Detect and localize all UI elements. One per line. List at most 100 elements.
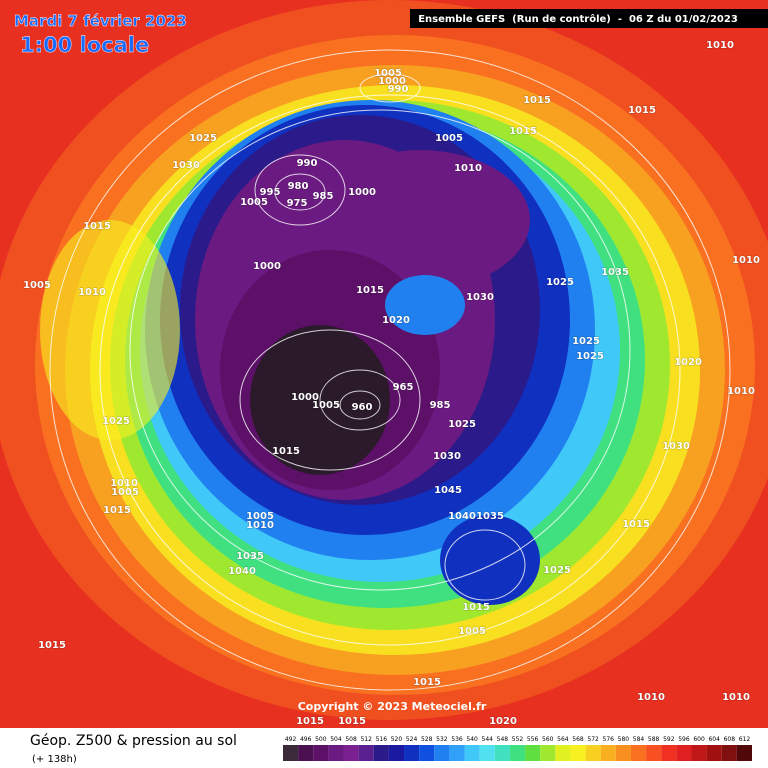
isobar-label: 1005 <box>312 400 340 411</box>
isobar-label: 995 <box>260 187 281 198</box>
isobar-label: 1030 <box>433 451 461 462</box>
isobar-label: 1000 <box>253 261 281 272</box>
isobar-label: 990 <box>388 84 409 95</box>
lead-time: (+ 138h) <box>32 754 77 765</box>
legend-swatch <box>404 745 420 761</box>
isobar-label: 1010 <box>727 386 755 397</box>
isobar-label: 1030 <box>662 441 690 452</box>
legend-level: 568 <box>572 736 584 743</box>
legend-swatch <box>479 745 495 761</box>
isobar-label: 1005 <box>458 626 486 637</box>
isobar-label: 1025 <box>102 416 130 427</box>
legend-swatch <box>388 745 405 761</box>
isobar-label: 1045 <box>434 485 462 496</box>
isobar-label: 975 <box>287 198 308 209</box>
isobar-label: 1005 <box>111 487 139 498</box>
legend-level: 596 <box>678 736 690 743</box>
legend-level: 496 <box>300 736 312 743</box>
run-banner <box>410 9 768 28</box>
forecast-date: Mardi 7 février 2023 <box>14 12 187 30</box>
isobar-label: 1015 <box>628 105 656 116</box>
legend-level: 604 <box>708 736 720 743</box>
legend-swatch <box>736 745 752 761</box>
copyright: Copyright © 2023 Meteociel.fr <box>298 700 487 713</box>
legend-level: 528 <box>421 736 433 743</box>
isobar-label: 1015 <box>38 640 66 651</box>
isobar-label: 1010 <box>637 692 665 703</box>
isobar-label: 1005 <box>246 511 274 522</box>
isobar-label: 980 <box>288 181 309 192</box>
legend-swatch <box>298 745 314 761</box>
legend-swatch <box>373 745 389 761</box>
legend-swatch <box>358 745 374 761</box>
isobar-label: 1020 <box>489 716 517 727</box>
isobar-label: 1025 <box>189 133 217 144</box>
isobar-label: 1010 <box>732 255 760 266</box>
legend-level: 540 <box>466 736 478 743</box>
isobar-label: 1015 <box>296 716 324 727</box>
legend-swatch <box>419 745 435 761</box>
isobar-label: 1015 <box>622 519 650 530</box>
legend-level: 512 <box>360 736 372 743</box>
legend-level: 552 <box>512 736 524 743</box>
isobar-label: 1005 <box>23 280 51 291</box>
isobar-label: 1040 <box>448 511 476 522</box>
isobar-label: 1015 <box>83 221 111 232</box>
legend-level: 564 <box>557 736 569 743</box>
isobar-label: 1015 <box>509 126 537 137</box>
isobar-label: 1000 <box>291 392 319 403</box>
isobar-label: 1015 <box>103 505 131 516</box>
legend-level: 544 <box>482 736 494 743</box>
legend-swatch <box>540 745 556 761</box>
legend-level: 600 <box>693 736 705 743</box>
legend-swatch <box>555 745 571 761</box>
legend-level: 608 <box>724 736 736 743</box>
legend-swatch <box>494 745 510 761</box>
isobar-label: 1015 <box>523 95 551 106</box>
isobar-label: 1010 <box>246 520 274 531</box>
isobar-label: 1030 <box>172 160 200 171</box>
isobar-label: 1010 <box>722 692 750 703</box>
legend-swatch <box>328 745 344 761</box>
legend-swatch <box>646 745 662 761</box>
legend-swatch <box>313 745 329 761</box>
isobar-label: 1030 <box>466 292 494 303</box>
legend-level: 548 <box>497 736 509 743</box>
isobar-label: 965 <box>393 382 414 393</box>
legend-level: 580 <box>618 736 630 743</box>
isobar-label: 1005 <box>435 133 463 144</box>
isobar-label: 1040 <box>228 566 256 577</box>
legend-swatch <box>661 745 677 761</box>
legend-swatch <box>676 745 692 761</box>
legend-swatch <box>721 745 737 761</box>
legend-swatch <box>600 745 616 761</box>
legend-level: 572 <box>587 736 599 743</box>
legend-swatch <box>283 745 299 761</box>
isobar-label: 1000 <box>378 76 406 87</box>
isobar-label: 1035 <box>601 267 629 278</box>
color-legend: 492 496 500 504 508 512 516 520 524 528 532 536 540 5… <box>283 736 752 761</box>
isobar-label: 1025 <box>546 277 574 288</box>
local-time: 1:00 locale <box>20 33 149 57</box>
isobar-label: 1015 <box>356 285 384 296</box>
legend-swatch <box>525 745 541 761</box>
legend-swatch <box>343 745 359 761</box>
isobar-label: 1010 <box>78 287 106 298</box>
legend-swatch <box>706 745 722 761</box>
legend-level: 516 <box>376 736 388 743</box>
legend-swatch <box>509 745 526 761</box>
footer-title: Géop. Z500 & pression au sol <box>30 733 237 749</box>
isobar-label: 985 <box>430 400 451 411</box>
isobar-label: 1015 <box>413 677 441 688</box>
isobar-label: 1010 <box>454 163 482 174</box>
isobar-label: 1025 <box>572 336 600 347</box>
legend-level: 532 <box>436 736 448 743</box>
isobar-labels: 1005100099010151015101510101025103010051… <box>23 40 761 728</box>
isobar-label: 1035 <box>236 551 264 562</box>
isobar-label: 1005 <box>240 197 268 208</box>
isobar-label: 985 <box>313 191 334 202</box>
isobar-label: 1015 <box>462 602 490 613</box>
legend-level: 612 <box>739 736 751 743</box>
legend-level: 576 <box>603 736 615 743</box>
